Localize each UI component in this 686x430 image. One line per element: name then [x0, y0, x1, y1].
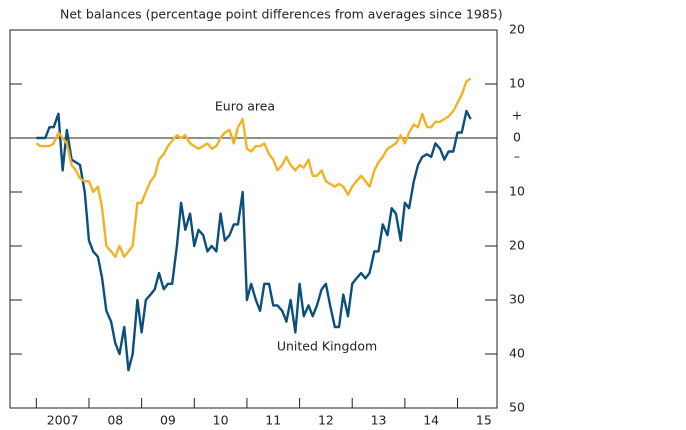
x-tick-label: 11: [265, 413, 281, 428]
x-tick-label: 09: [160, 413, 176, 428]
chart-title: Net balances (percentage point differenc…: [60, 7, 503, 22]
y-tick-label: 50: [509, 400, 525, 415]
y-tick-label: 10: [509, 184, 525, 199]
annotation: Euro area: [215, 99, 275, 114]
sign-label: +: [512, 108, 522, 123]
x-tick-label: 2007: [47, 413, 79, 428]
x-tick-label: 13: [371, 413, 387, 428]
x-tick-label: 08: [107, 413, 123, 428]
x-tick-label: 14: [423, 413, 439, 428]
y-tick-label: 30: [509, 292, 525, 307]
series-line: [36, 109, 472, 372]
plot-frame: [9, 29, 498, 409]
x-tick-label: 15: [476, 413, 492, 428]
x-tick-label: 12: [318, 413, 334, 428]
series-line: [35, 77, 472, 258]
y-tick-label: 40: [509, 346, 525, 361]
sign-label: –: [514, 149, 520, 164]
y-tick-label: 0: [513, 130, 521, 145]
y-tick-label: 20: [509, 22, 525, 37]
x-tick-label: 10: [213, 413, 229, 428]
y-tick-label: 10: [509, 76, 525, 91]
annotation: United Kingdom: [277, 339, 377, 354]
y-tick-label: 20: [509, 238, 525, 253]
